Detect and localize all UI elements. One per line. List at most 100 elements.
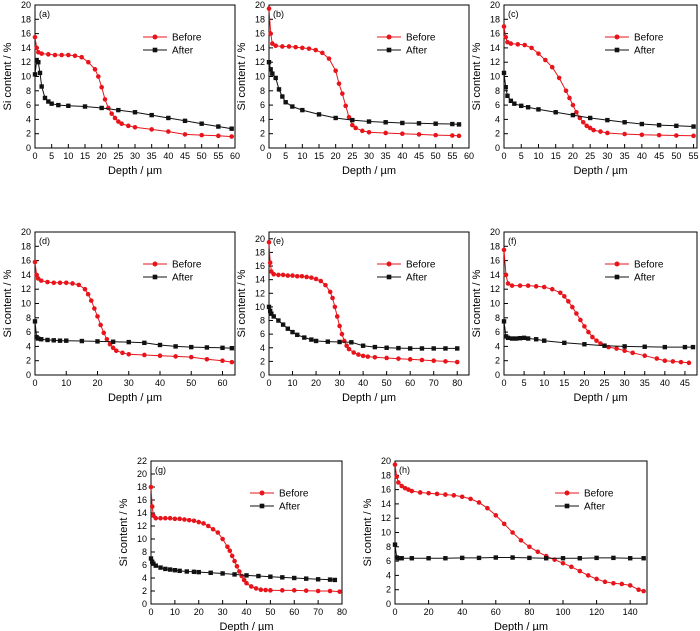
data-point-after xyxy=(313,338,319,344)
data-point-after xyxy=(501,319,507,324)
data-point-after xyxy=(570,112,576,118)
x-tick-label: 50 xyxy=(382,378,392,388)
data-point-after xyxy=(267,308,273,314)
data-point-before xyxy=(116,119,121,124)
data-point-after xyxy=(82,104,88,109)
data-point-before xyxy=(570,304,575,310)
data-point-before xyxy=(199,132,204,138)
x-tick-label: 55 xyxy=(447,151,457,161)
y-tick-label: 4 xyxy=(495,114,500,124)
data-point-before xyxy=(543,57,548,63)
x-tick-label: 35 xyxy=(147,151,157,161)
x-tick-label: 45 xyxy=(654,151,664,161)
legend-marker-before xyxy=(614,34,620,40)
data-point-after xyxy=(95,339,100,344)
series-line-before xyxy=(394,464,644,592)
data-point-before xyxy=(351,350,357,355)
y-axis-label: Si content / % xyxy=(236,269,248,337)
data-point-before xyxy=(334,314,340,319)
data-point-after xyxy=(409,556,414,561)
x-tick-label: 30 xyxy=(218,607,228,617)
data-point-after xyxy=(285,326,291,331)
y-tick-label: 16 xyxy=(490,29,500,39)
legend-label: Before xyxy=(584,489,614,500)
data-point-before xyxy=(82,286,88,292)
data-point-before xyxy=(109,111,114,116)
data-point-after xyxy=(455,346,460,351)
x-axis-label: Depth / µm xyxy=(573,392,627,404)
x-tick-label: 20 xyxy=(579,378,589,388)
data-point-after xyxy=(505,335,511,341)
data-point-before xyxy=(86,59,91,65)
data-point-after xyxy=(295,332,300,338)
data-point-after xyxy=(690,344,696,350)
x-tick-label: 45 xyxy=(180,151,190,161)
data-point-before xyxy=(454,359,460,365)
data-point-after xyxy=(266,304,272,310)
y-tick-label: 18 xyxy=(490,241,500,251)
data-point-after xyxy=(419,346,425,351)
x-tick-label: 45 xyxy=(680,378,690,388)
data-point-before xyxy=(229,553,235,559)
y-tick-label: 0 xyxy=(495,143,500,153)
x-tick-label: 0 xyxy=(266,151,271,161)
data-point-after xyxy=(510,555,515,560)
y-tick-label: 10 xyxy=(255,302,265,312)
plot-frame xyxy=(268,231,470,376)
x-tick-label: 15 xyxy=(314,151,324,161)
y-axis-label: Si content / % xyxy=(471,269,483,337)
y-tick-label: 10 xyxy=(137,534,147,544)
data-point-before xyxy=(177,516,182,522)
x-tick-label: 55 xyxy=(213,151,223,161)
y-axis-label: Si content / % xyxy=(118,498,130,566)
data-point-before xyxy=(266,6,272,11)
data-point-before xyxy=(106,105,111,111)
y-tick-label: 2 xyxy=(260,129,265,139)
x-tick-label: 10 xyxy=(288,378,298,388)
data-point-before xyxy=(525,283,531,288)
data-point-before xyxy=(509,283,515,288)
y-tick-label: 20 xyxy=(490,0,500,10)
series-before xyxy=(266,239,460,365)
data-point-after xyxy=(229,345,235,351)
y-tick-label: 16 xyxy=(137,495,147,505)
data-point-after xyxy=(271,314,276,319)
data-point-before xyxy=(258,587,264,592)
data-point-before xyxy=(627,583,633,588)
legend: Before After xyxy=(143,33,202,57)
data-point-after xyxy=(46,99,51,104)
series-after xyxy=(501,70,696,129)
data-point-after xyxy=(315,577,321,582)
chart-panel-2: 0 2 4 6 8 10 12 14 16 18 20 0 5 10 15 20 25 30 35 40 45 50 55 6… xyxy=(236,0,474,177)
y-tick-label: 10 xyxy=(255,72,265,82)
x-tick-label: 40 xyxy=(155,378,165,388)
y-tick-label: 10 xyxy=(21,72,31,82)
chart-panel-7: 0 2 4 6 8 10 12 14 16 18 20 22 0 10 20 30 40 50 60 70 80 Dept… xyxy=(118,456,347,631)
data-point-before xyxy=(567,95,572,101)
data-point-before xyxy=(241,577,247,583)
series-after xyxy=(501,319,696,350)
data-point-after xyxy=(333,115,338,121)
data-point-after xyxy=(148,556,154,561)
data-point-before xyxy=(229,134,234,139)
data-point-before xyxy=(570,102,576,108)
y-tick-label: 16 xyxy=(21,29,31,39)
data-point-before xyxy=(594,576,599,582)
data-point-before xyxy=(248,584,254,589)
data-point-after xyxy=(399,556,404,561)
x-tick-label: 0 xyxy=(266,378,271,388)
y-tick-label: 6 xyxy=(26,327,31,337)
data-point-after xyxy=(39,337,44,342)
data-point-after xyxy=(283,100,288,105)
data-point-before xyxy=(541,284,547,290)
chart-panel-8: 0 2 4 6 8 10 12 14 16 18 20 0 20 40 60 80 100 120 140 Depth… xyxy=(362,456,648,631)
data-point-before xyxy=(350,122,355,128)
series-before xyxy=(32,259,235,365)
data-point-before xyxy=(220,358,225,364)
y-tick-label: 4 xyxy=(386,570,391,580)
y-tick-label: 6 xyxy=(26,100,31,110)
data-point-before xyxy=(343,103,348,109)
legend-label: Before xyxy=(172,260,202,271)
x-axis-label: Depth / µm xyxy=(342,392,396,404)
data-point-before xyxy=(126,351,132,357)
